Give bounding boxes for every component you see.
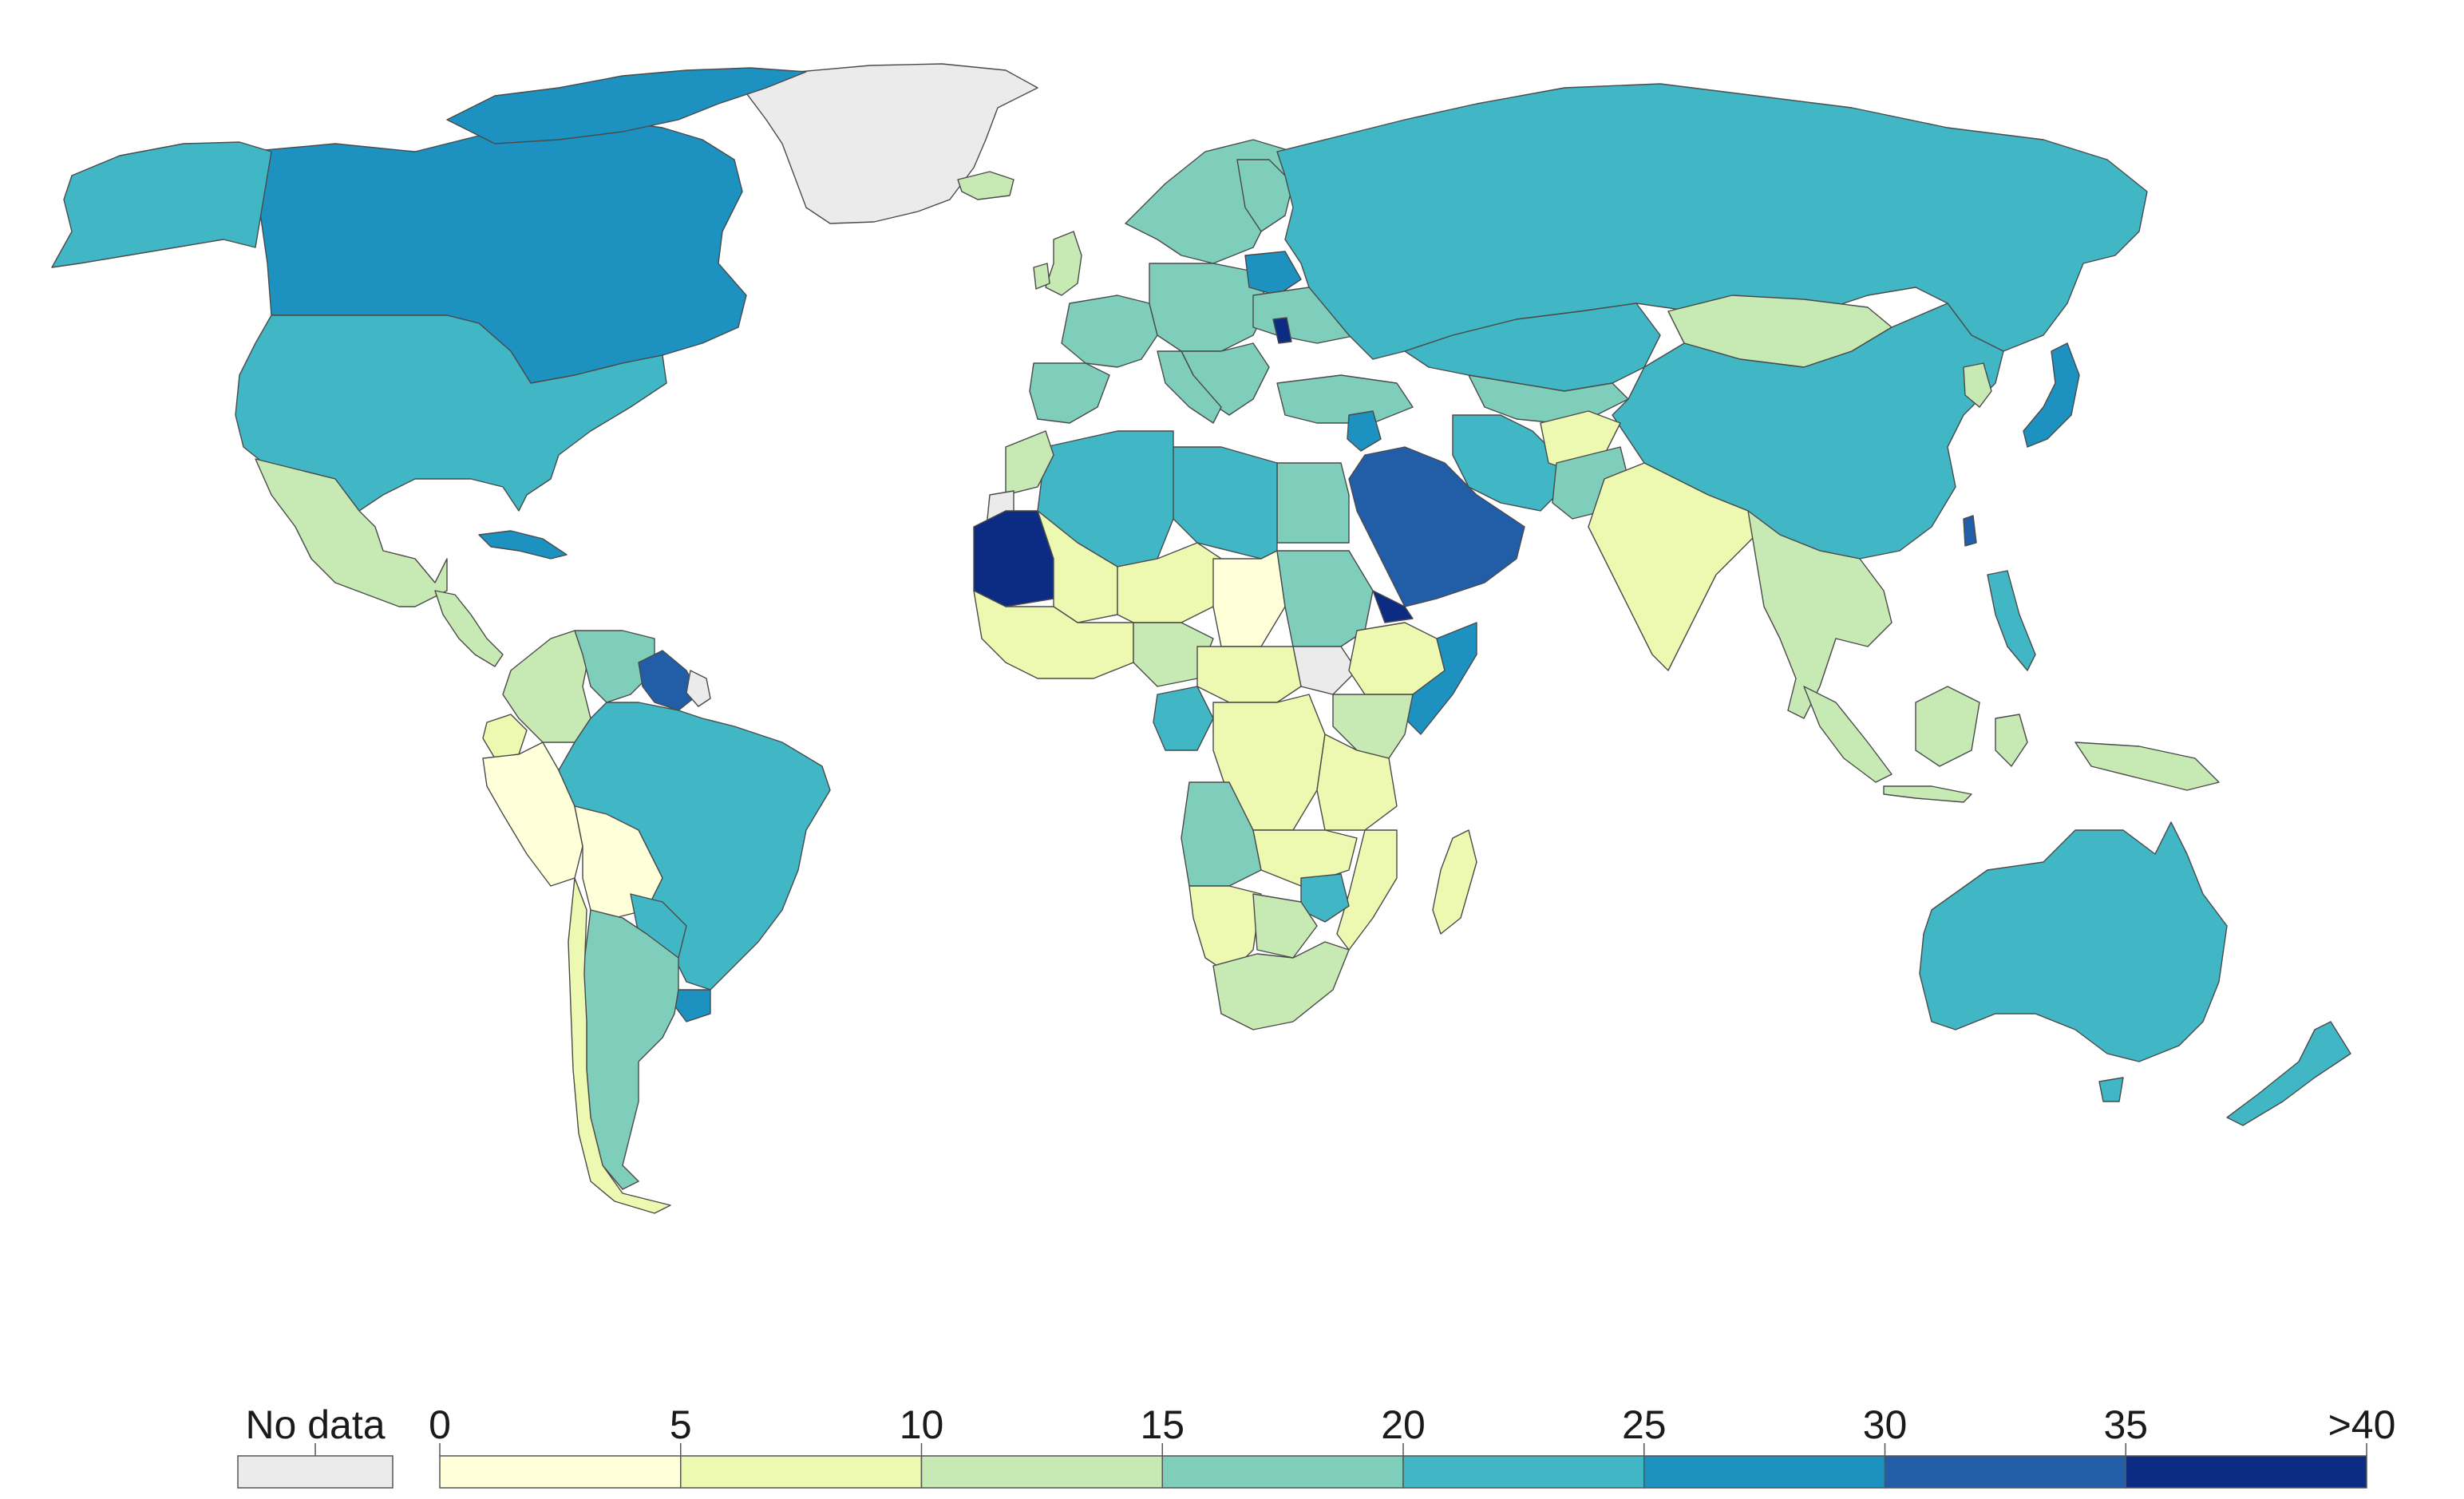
region-dr-congo[interactable] [1212, 694, 1326, 831]
region-gabon[interactable] [1153, 686, 1214, 751]
region-south-africa[interactable] [1212, 941, 1350, 1030]
legend-bin-swatch [1161, 1455, 1404, 1489]
region-ecuador[interactable] [482, 714, 528, 759]
region-peru[interactable] [482, 742, 583, 887]
legend-no-data-swatch [237, 1455, 394, 1489]
region-southeast-asia[interactable] [1747, 510, 1892, 719]
region-alaska[interactable] [51, 141, 272, 268]
region-uk[interactable] [1045, 231, 1082, 296]
region-mali[interactable] [1037, 510, 1118, 623]
region-guyana-suriname[interactable] [638, 650, 699, 711]
region-madagascar[interactable] [1432, 829, 1477, 935]
region-bolivia[interactable] [574, 805, 663, 919]
legend-bin-swatch [920, 1455, 1163, 1489]
region-chile[interactable] [568, 877, 671, 1214]
legend-tick-label: 35 [2103, 1402, 2148, 1447]
region-morocco[interactable] [1005, 430, 1054, 496]
region-central-europe[interactable] [1149, 263, 1270, 352]
region-turkey[interactable] [1276, 374, 1414, 424]
region-uruguay[interactable] [674, 989, 711, 1022]
legend-bin-swatch [2125, 1455, 2367, 1489]
legend-no-data-label: No data [245, 1402, 385, 1447]
legend-tick-label: 10 [900, 1402, 944, 1447]
region-moldova[interactable] [1272, 317, 1292, 344]
region-united-states[interactable] [235, 314, 667, 512]
region-belarus[interactable] [1244, 251, 1302, 296]
legend-tick-label: 5 [670, 1402, 692, 1447]
region-egypt[interactable] [1276, 462, 1350, 544]
region-italy[interactable] [1157, 350, 1222, 424]
legend-tick-label: 20 [1381, 1402, 1426, 1447]
region-philippines[interactable] [1987, 570, 2036, 671]
region-somalia[interactable] [1404, 622, 1477, 735]
legend-tick-label: >40 [2328, 1402, 2396, 1447]
legend-tick-label: 30 [1863, 1402, 1908, 1447]
region-canada-islands[interactable] [446, 67, 807, 144]
region-indonesia-borneo[interactable] [1915, 686, 1980, 767]
region-jordan[interactable] [1347, 410, 1382, 452]
region-ireland[interactable] [1033, 263, 1050, 290]
region-eritrea[interactable] [1372, 590, 1414, 623]
region-korea[interactable] [1963, 362, 1992, 408]
region-angola[interactable] [1181, 781, 1262, 887]
legend-tick-label: 15 [1140, 1402, 1185, 1447]
region-central-america[interactable] [434, 590, 504, 667]
legend-tick-label: 25 [1622, 1402, 1667, 1447]
legend-bin-swatch [1402, 1455, 1645, 1489]
region-cuba[interactable] [478, 530, 568, 560]
region-spain[interactable] [1029, 362, 1110, 424]
legend-tick-label: 0 [429, 1402, 451, 1447]
region-mauritania[interactable] [973, 510, 1054, 607]
region-indonesia-sumatra[interactable] [1803, 686, 1892, 783]
countries-layer [51, 63, 2351, 1214]
region-botswana[interactable] [1252, 893, 1318, 959]
region-japan[interactable] [2023, 342, 2080, 448]
region-india[interactable] [1588, 462, 1765, 671]
region-central-africa[interactable] [1196, 646, 1302, 703]
region-sudan[interactable] [1276, 550, 1374, 647]
region-papua-new-guinea[interactable] [2074, 742, 2220, 791]
region-australia[interactable] [1919, 821, 2228, 1062]
region-tasmania[interactable] [2098, 1077, 2124, 1102]
region-french-guiana[interactable] [686, 670, 711, 707]
legend: No data 0 5 10 15 20 25 30 35 >40 [237, 1402, 2396, 1489]
region-taiwan[interactable] [1963, 515, 1977, 547]
region-indonesia-java[interactable] [1883, 785, 1972, 803]
legend-bin-swatch [1643, 1455, 1886, 1489]
region-new-zealand[interactable] [2226, 1021, 2351, 1126]
region-zambia[interactable] [1252, 829, 1358, 887]
region-greenland[interactable] [742, 63, 1038, 224]
region-chad[interactable] [1212, 550, 1286, 647]
region-mexico[interactable] [255, 458, 448, 607]
region-western-europe[interactable] [1061, 295, 1158, 368]
region-libya[interactable] [1165, 446, 1278, 560]
region-venezuela[interactable] [574, 630, 655, 703]
legend-bin-swatch [680, 1455, 923, 1489]
region-saudi-arabia[interactable] [1348, 446, 1525, 607]
region-tanzania[interactable] [1316, 734, 1398, 831]
region-indonesia-sulawesi[interactable] [1995, 714, 2028, 767]
region-iceland[interactable] [957, 171, 1014, 200]
legend-color-scale: 0 5 10 15 20 25 30 35 >40 [429, 1402, 2396, 1489]
region-finland[interactable] [1236, 159, 1294, 232]
legend-bin-swatch [439, 1455, 682, 1489]
legend-bin-swatch [1884, 1455, 2126, 1489]
region-south-sudan[interactable] [1292, 646, 1358, 695]
